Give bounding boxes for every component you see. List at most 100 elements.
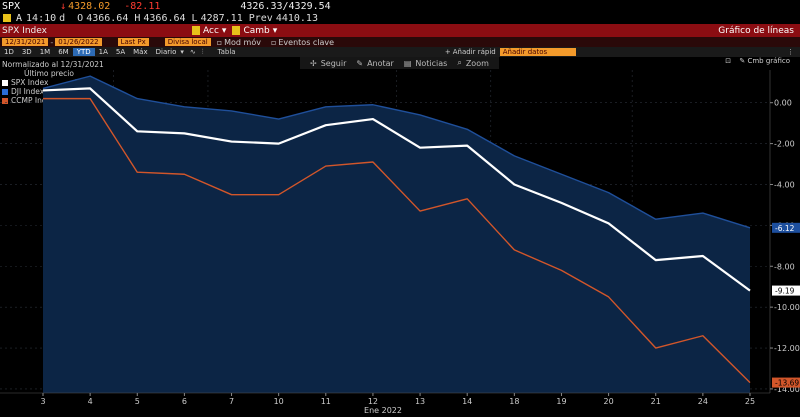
- annotate-button[interactable]: Anotar: [367, 58, 394, 68]
- add-quick-button[interactable]: Añadir rápid: [452, 48, 496, 56]
- x-axis-label: Ene 2022: [364, 406, 402, 415]
- x-tick-label: 11: [321, 397, 331, 406]
- legend-subtitle: Último precio: [24, 69, 74, 78]
- x-tick-label: 13: [415, 397, 425, 406]
- mode-toggle[interactable]: Mod móv: [224, 37, 261, 47]
- x-tick-label: 4: [88, 397, 93, 406]
- checkbox-icon[interactable]: ▫: [216, 37, 223, 47]
- add-data-field[interactable]: Añadir datos: [499, 48, 576, 56]
- chart-title: Gráfico de líneas: [718, 25, 794, 36]
- swatch-icon: [2, 79, 8, 86]
- low-label: L: [191, 12, 198, 24]
- swatch-icon: [2, 97, 8, 104]
- period-6m[interactable]: 6M: [58, 48, 69, 56]
- high-label: H: [134, 12, 141, 24]
- last-price: 4328.02: [68, 0, 111, 12]
- y-tick-label: -8.00: [774, 262, 795, 271]
- x-tick-label: 7: [229, 397, 234, 406]
- currency-field[interactable]: Divisa local: [164, 38, 211, 46]
- period-1d[interactable]: 1D: [4, 48, 14, 56]
- value-tag-label: -9.19: [775, 287, 795, 296]
- legend-item-spx[interactable]: SPX Index -9.19: [0, 78, 104, 87]
- alert-icon[interactable]: [3, 14, 11, 22]
- value-tag: [772, 222, 800, 233]
- x-tick-label: 12: [368, 397, 378, 406]
- chevron-down-icon[interactable]: ▾: [221, 25, 227, 36]
- ticker: SPX: [2, 0, 21, 12]
- line-chart-icon[interactable]: ∿: [189, 48, 196, 56]
- y-tick-label: -12.00: [774, 344, 800, 353]
- legend-label: SPX Index: [11, 78, 49, 87]
- news-button[interactable]: Noticias: [415, 58, 448, 68]
- crosshair-icon: ✢: [310, 58, 317, 68]
- menu-bar: SPX Index Acc ▾ Camb ▾ Gráfico de líneas: [0, 24, 800, 37]
- plus-icon[interactable]: +: [444, 48, 451, 56]
- start-date-field[interactable]: 12/31/2021: [2, 38, 49, 46]
- period-5a[interactable]: 5A: [115, 48, 126, 56]
- time: 14:10: [26, 12, 57, 24]
- chart-settings[interactable]: ⊡ ✎ Cmb gráfico: [725, 57, 790, 65]
- x-tick-label: 3: [40, 397, 45, 406]
- swatch-icon: [2, 88, 8, 95]
- chevron-down-icon[interactable]: ▾: [180, 48, 184, 56]
- open-value: 4366.64: [86, 12, 129, 24]
- low-value: 4287.11: [200, 12, 243, 24]
- value-tag-label: -6.12: [775, 224, 795, 233]
- x-tick-label: 14: [462, 397, 472, 406]
- period-ytd[interactable]: YTD: [72, 48, 95, 56]
- series-line-dji: [42, 75, 751, 229]
- minimize-icon[interactable]: ⊡: [725, 57, 732, 65]
- chevron-down-icon[interactable]: ▾: [272, 25, 278, 36]
- period-max[interactable]: Máx: [133, 48, 148, 56]
- y-tick-label: -6.00: [774, 221, 795, 230]
- period-bar: 1D 3D 1M 6M YTD 1A 5A Máx Diario ▾ ∿ ⫶ T…: [0, 47, 800, 57]
- legend-item-dji[interactable]: DJI Index -6.12: [0, 87, 104, 96]
- news-icon: ▤: [403, 58, 412, 68]
- bar-chart-icon[interactable]: ⫶: [201, 47, 204, 56]
- camb-menu[interactable]: Camb: [243, 25, 270, 36]
- period-3d[interactable]: 3D: [21, 48, 32, 56]
- period-frequency[interactable]: Diario: [155, 48, 177, 56]
- search-icon: ⌕: [457, 58, 462, 67]
- price-field[interactable]: Last Px: [117, 38, 149, 46]
- chart-toolbar: ✢ Seguir ✎ Anotar ▤ Noticias ⌕ Zoom: [300, 57, 499, 69]
- period-1m[interactable]: 1M: [39, 48, 51, 56]
- zoom-button[interactable]: Zoom: [465, 58, 489, 68]
- settings-icon[interactable]: ✎: [739, 57, 746, 65]
- security-field[interactable]: SPX Index: [2, 25, 47, 36]
- prev-value: 4410.13: [275, 12, 318, 24]
- period-1a[interactable]: 1A: [98, 48, 108, 56]
- checkbox-icon[interactable]: ▫: [270, 37, 277, 47]
- x-tick-label: 20: [604, 397, 614, 406]
- x-tick-label: 25: [745, 397, 755, 406]
- events-toggle[interactable]: Eventos clave: [278, 37, 335, 47]
- x-tick-label: 19: [556, 397, 566, 406]
- y-tick-label: 0.00: [774, 99, 792, 108]
- y-tick-label: -2.00: [774, 140, 795, 149]
- acc-menu[interactable]: Acc: [203, 25, 219, 36]
- chart-settings-label[interactable]: Cmb gráfico: [747, 57, 790, 65]
- legend-item-ccmp[interactable]: CCMP Index -13.69: [0, 96, 104, 105]
- series-line-ccmp: [43, 97, 751, 384]
- more-icon[interactable]: ⋮: [786, 48, 794, 56]
- follow-button[interactable]: Seguir: [320, 58, 347, 68]
- series-line-spx: [42, 87, 751, 292]
- x-tick-label: 18: [509, 397, 519, 406]
- table-button[interactable]: Tabla: [217, 48, 236, 56]
- y-tick-label: -4.00: [774, 180, 795, 189]
- ohlc-bar: A 14:10 d O 4366.64 H 4366.64 L 4287.11 …: [0, 12, 800, 24]
- legend-value: -9.19: [71, 78, 91, 87]
- value-tag: [772, 285, 800, 296]
- quote-bar: SPX ↓ 4328.02 -82.11 4326.33/4329.54: [0, 0, 800, 12]
- end-date-field[interactable]: 01/26/2022: [55, 38, 102, 46]
- spx-area-fill: [43, 76, 750, 394]
- legend-label: DJI Index: [11, 87, 45, 96]
- time-suffix: d: [59, 12, 66, 24]
- legend-value: -13.69: [66, 96, 91, 105]
- camb-icon: [232, 26, 241, 35]
- legend: Normalizado al 12/31/2021 Último precio …: [0, 60, 104, 105]
- settings-bar: 12/31/2021 - 01/26/2022 Last Px Divisa l…: [0, 37, 800, 47]
- y-tick-label: -14.00: [774, 385, 800, 394]
- time-label-icon: A: [16, 12, 23, 24]
- high-value: 4366.64: [143, 12, 186, 24]
